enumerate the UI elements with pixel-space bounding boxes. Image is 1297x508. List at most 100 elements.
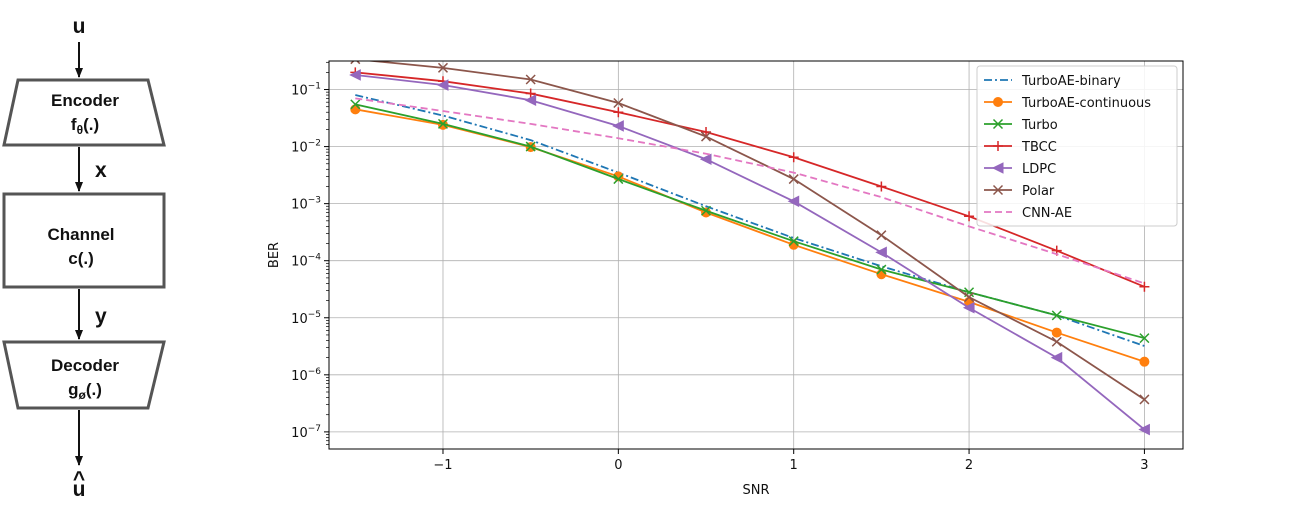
series-tbcc <box>350 67 1150 292</box>
x-tick-label: −1 <box>433 458 452 473</box>
data-point <box>1138 423 1150 436</box>
data-point <box>700 131 712 142</box>
data-point <box>700 205 712 216</box>
decoder-func-name: g <box>68 380 78 399</box>
output-hat: ^ <box>73 468 85 491</box>
data-point <box>613 174 624 185</box>
data-point <box>612 120 624 132</box>
data-point <box>964 292 975 303</box>
legend-box <box>976 65 1178 227</box>
y-tick-label: 10−2 <box>291 139 321 156</box>
series-ldpc <box>349 69 1150 436</box>
y-axis-label: BER <box>267 242 282 268</box>
legend-label: CNN-AE <box>1022 206 1072 221</box>
data-point <box>876 264 887 275</box>
encoder-function: fθ(.) <box>71 115 99 137</box>
series-turbo <box>350 99 1150 344</box>
data-point <box>788 174 799 185</box>
data-point <box>1139 356 1150 367</box>
data-point <box>788 236 799 247</box>
legend: TurboAE-binary TurboAE-continuous Turbo TBC… <box>976 65 1178 227</box>
legend-marker <box>991 162 1004 174</box>
series-line <box>355 71 1145 288</box>
encoder-func-sub: θ <box>77 123 84 137</box>
series-polar <box>350 61 1150 405</box>
y-tick-label: 10−4 <box>291 253 321 270</box>
data-point <box>525 141 536 152</box>
data-point <box>876 181 887 192</box>
legend-entry: TBCC <box>984 140 1057 155</box>
x-tick-label: 2 <box>965 458 973 473</box>
signal-x: x <box>95 159 107 182</box>
legend-label: LDPC <box>1022 162 1056 177</box>
data-point <box>437 62 449 73</box>
legend-marker <box>993 97 1003 107</box>
series-cnn-ae <box>355 97 1145 285</box>
channel-function: c(.) <box>68 249 94 268</box>
x-tick-label: 1 <box>790 458 798 473</box>
decoder-func-sub: ø <box>79 388 87 402</box>
channel-label: Channel <box>47 225 114 244</box>
output-symbol: u <box>73 478 86 501</box>
block-diagram: u Encoder fθ(.) x Channel c(.) y Decoder… <box>2 15 166 501</box>
data-point <box>436 79 449 91</box>
legend-label: TurboAE-binary <box>1021 74 1121 89</box>
legend-entry: Polar <box>984 184 1055 199</box>
y-tick-label: 10−7 <box>291 424 321 441</box>
series-layer <box>349 61 1150 436</box>
input-symbol: u <box>73 15 86 38</box>
data-point <box>1051 327 1062 338</box>
channel-block <box>2 192 166 289</box>
encoder-label: Encoder <box>51 91 119 110</box>
decoder-block <box>2 340 166 410</box>
encoder-block <box>2 78 166 147</box>
series-line <box>364 61 1145 401</box>
data-point <box>525 74 536 85</box>
y-tick-label: 10−1 <box>291 82 321 99</box>
data-point <box>1139 394 1150 405</box>
signal-y: y <box>95 305 107 328</box>
data-point <box>1051 336 1062 347</box>
legend-entry: Turbo <box>984 118 1058 133</box>
data-point <box>1051 310 1062 321</box>
x-tick-label: 3 <box>1140 458 1148 473</box>
legend-marker <box>992 184 1004 196</box>
y-tick-label: 10−6 <box>291 367 321 384</box>
data-point <box>349 69 361 81</box>
legend-label: TurboAE-continuous <box>1021 96 1151 111</box>
data-point <box>962 301 975 314</box>
legend-entry: TurboAE-binary <box>984 74 1121 89</box>
data-point <box>350 61 361 65</box>
x-tick-label: 0 <box>614 458 622 473</box>
data-point <box>613 97 624 109</box>
data-point <box>613 107 624 118</box>
legend-marker <box>992 118 1004 130</box>
series-line <box>355 74 1145 431</box>
data-point <box>1139 333 1150 344</box>
legend-label: Polar <box>1022 184 1055 199</box>
legend-entry: LDPC <box>984 162 1056 177</box>
legend-label: TBCC <box>1021 140 1057 155</box>
legend-marker <box>993 141 1003 151</box>
legend-label: Turbo <box>1021 118 1058 133</box>
legend-entry: TurboAE-continuous <box>984 96 1151 111</box>
data-point <box>1050 351 1063 364</box>
data-point <box>350 104 361 115</box>
data-point <box>1139 281 1150 292</box>
series-line <box>355 103 1145 339</box>
decoder-func-arg: (.) <box>86 380 102 399</box>
data-point <box>701 127 712 138</box>
data-point <box>524 94 537 107</box>
encoder-func-arg: (.) <box>83 115 99 134</box>
data-point <box>964 211 975 222</box>
legend-entry: CNN-AE <box>984 206 1072 221</box>
decoder-label: Decoder <box>51 356 119 375</box>
data-point <box>788 152 799 163</box>
y-tick-label: 10−3 <box>291 196 321 213</box>
ber-chart: −1 0 1 2 3 10−1 10−2 10−3 10−4 10−5 10−6 10−7 SNR B… <box>267 60 1184 498</box>
data-point <box>876 230 887 241</box>
y-tick-label: 10−5 <box>291 310 321 327</box>
data-point <box>787 195 800 208</box>
data-point <box>875 246 887 259</box>
data-point <box>350 99 361 110</box>
